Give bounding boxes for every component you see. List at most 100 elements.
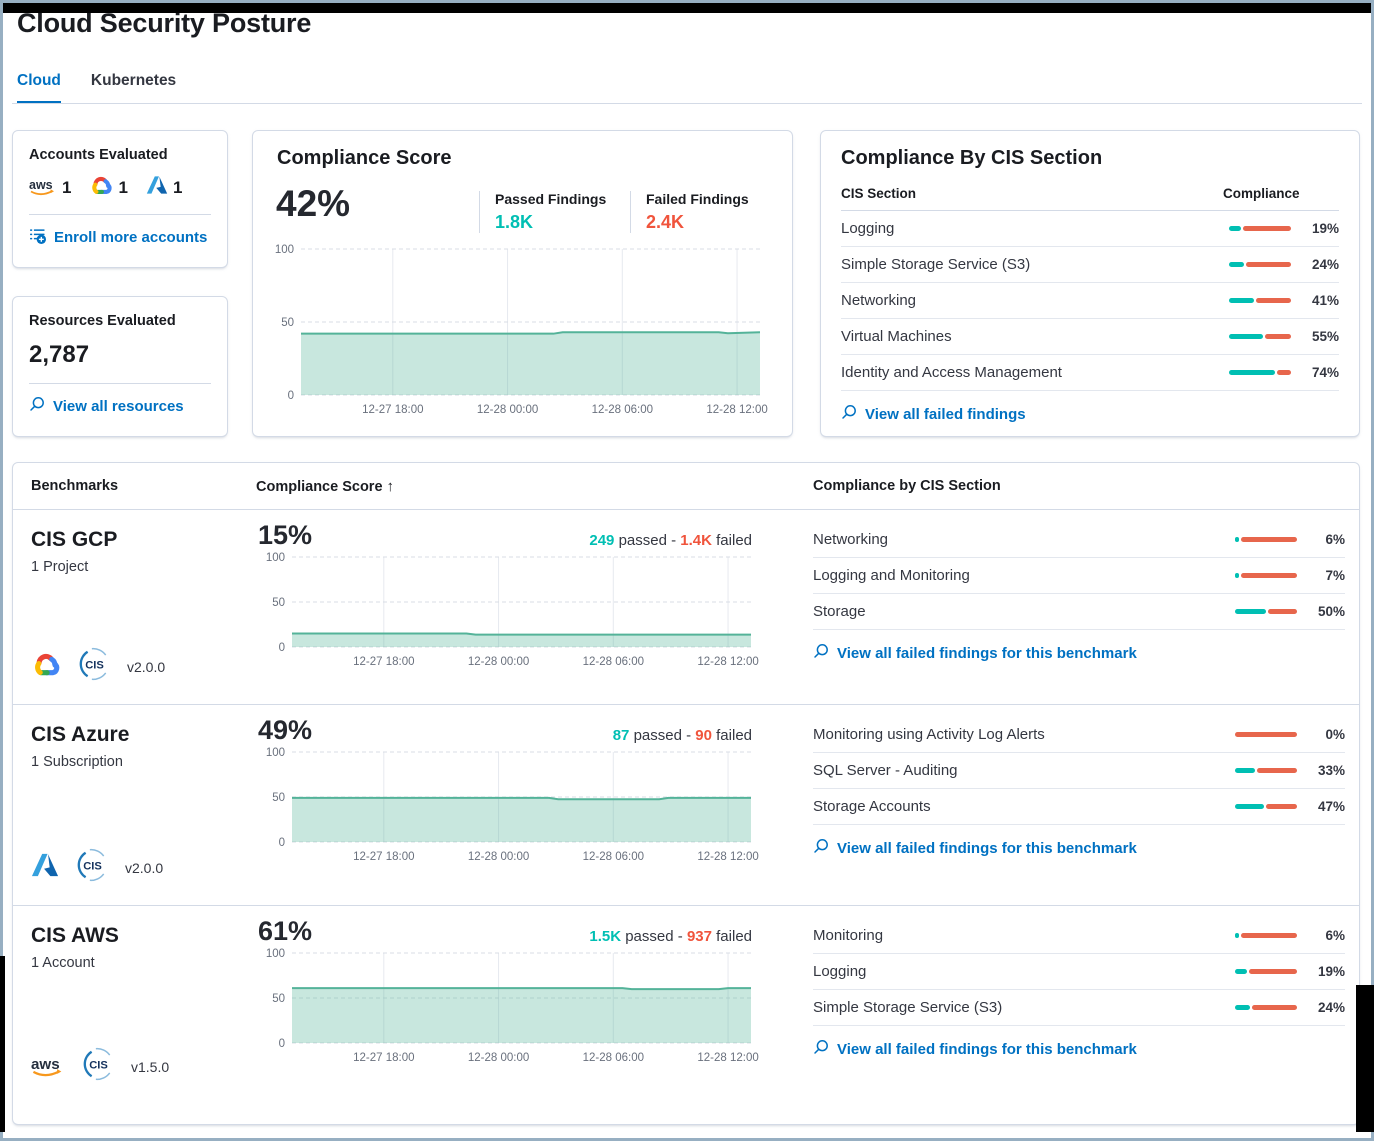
view-all-resources-link[interactable]: View all resources (29, 396, 211, 416)
failed-count[interactable]: 90 (695, 727, 712, 744)
compliance-percent: 19% (1317, 964, 1345, 979)
view-failed-findings-benchmark-link[interactable]: View all failed findings for this benchm… (813, 838, 1345, 858)
resources-evaluated-card: Resources Evaluated 2,787 View all resou… (12, 296, 228, 437)
benchmark-score: 61% (258, 916, 313, 946)
cis-row-virtual-machines[interactable]: Virtual Machines 55% (841, 319, 1339, 355)
benchmarks-table-header: Benchmarks Compliance Score ↑ Compliance … (13, 463, 1359, 510)
azure-count: 1 (172, 177, 183, 197)
svg-text:12-28 06:00: 12-28 06:00 (583, 851, 644, 863)
compliance-score-column-header[interactable]: Compliance Score ↑ (256, 477, 395, 495)
cis-row-logging[interactable]: Logging 19% (841, 211, 1339, 247)
svg-text:CIS: CIS (83, 860, 102, 872)
benchmark-name: CIS GCP (31, 528, 118, 551)
search-icon (29, 396, 45, 416)
compliance-bar (1229, 334, 1291, 339)
tab-kubernetes[interactable]: Kubernetes (90, 72, 177, 89)
benchmark-section-row[interactable]: Storage Accounts 47% (813, 789, 1345, 825)
view-all-resources-label: View all resources (53, 397, 184, 415)
benchmark-section-row[interactable]: Simple Storage Service (S3) 24% (813, 990, 1345, 1026)
cis-section-name: Simple Storage Service (S3) (841, 256, 1031, 273)
benchmark-section-row[interactable]: Monitoring 6% (813, 918, 1345, 954)
benchmark-section-row[interactable]: Networking 6% (813, 522, 1345, 558)
benchmark-section-row[interactable]: Logging 19% (813, 954, 1345, 990)
compliance-bar (1229, 298, 1291, 303)
compliance-by-cis-column-header: Compliance by CIS Section (813, 478, 1001, 494)
enroll-more-accounts-label: Enroll more accounts (54, 229, 208, 246)
svg-text:0: 0 (279, 837, 285, 849)
compliance-bar (1235, 933, 1297, 938)
cis-benchmark-icon: CIS (75, 848, 109, 887)
benchmark-trend-chart: 12-27 18:00 12-28 00:00 12-28 06:00 12-28 1… (266, 948, 759, 1064)
passed-count[interactable]: 1.5K (589, 928, 622, 945)
section-name: Storage (813, 603, 866, 620)
cis-row-s3[interactable]: Simple Storage Service (S3) 24% (841, 247, 1339, 283)
view-failed-findings-benchmark-link[interactable]: View all failed findings for this benchm… (813, 643, 1345, 663)
compliance-bar (1235, 537, 1297, 542)
compliance-by-cis-section-card: Compliance By CIS Section CIS Section Co… (820, 130, 1360, 437)
passed-count[interactable]: 249 (589, 532, 615, 549)
benchmark-row-cis-aws: CIS AWS 1 Account aws (13, 906, 1359, 1104)
benchmark-section-row[interactable]: Logging and Monitoring 7% (813, 558, 1345, 594)
svg-text:50: 50 (281, 317, 294, 329)
svg-text:0: 0 (288, 390, 294, 402)
benchmark-section-row[interactable]: Storage 50% (813, 594, 1345, 630)
divider (29, 383, 211, 384)
view-failed-findings-benchmark-label: View all failed findings for this benchm… (837, 839, 1137, 857)
svg-text:aws: aws (31, 1055, 60, 1072)
failed-count[interactable]: 1.4K (680, 532, 712, 549)
benchmark-passed-failed: 249 passed - 1.4K failed (589, 532, 752, 549)
benchmark-trend-chart: 12-27 18:00 12-28 00:00 12-28 06:00 12-28 1… (266, 552, 759, 668)
cis-section-name: Networking (841, 292, 917, 309)
benchmark-section-row[interactable]: Monitoring using Activity Log Alerts 0% (813, 717, 1345, 753)
benchmark-section-row[interactable]: SQL Server - Auditing 33% (813, 753, 1345, 789)
list-add-icon (29, 227, 46, 248)
section-name: Simple Storage Service (S3) (813, 999, 1003, 1016)
benchmark-score: 49% (258, 715, 313, 745)
view-failed-findings-benchmark-link[interactable]: View all failed findings for this benchm… (813, 1039, 1345, 1059)
svg-text:12-27 18:00: 12-27 18:00 (362, 404, 423, 416)
cis-table-header: CIS Section Compliance (841, 186, 1339, 211)
cis-row-networking[interactable]: Networking 41% (841, 283, 1339, 319)
compliance-bar (1235, 609, 1297, 614)
letterbox-right (1356, 985, 1374, 1132)
resources-count: 2,787 (29, 341, 90, 368)
cis-row-iam[interactable]: Identity and Access Management 74% (841, 355, 1339, 391)
failed-findings-value[interactable]: 2.4K (646, 212, 685, 232)
page-title: Cloud Security Posture (17, 8, 312, 38)
svg-text:12-28 12:00: 12-28 12:00 (706, 404, 767, 416)
search-icon (813, 838, 829, 858)
benchmark-row-cis-gcp: CIS GCP 1 Project (13, 510, 1359, 705)
compliance-bar (1229, 262, 1291, 267)
azure-account-count: 1 (146, 175, 182, 200)
gcp-icon (31, 652, 61, 681)
azure-icon (31, 852, 59, 883)
compliance-score-value: 42% (276, 183, 351, 224)
compliance-percent: 74% (1311, 365, 1339, 380)
svg-text:12-28 12:00: 12-28 12:00 (697, 656, 758, 668)
svg-text:12-28 00:00: 12-28 00:00 (468, 851, 529, 863)
enroll-more-accounts-link[interactable]: Enroll more accounts (29, 227, 211, 248)
compliance-bar (1235, 768, 1297, 773)
benchmark-passed-failed: 87 passed - 90 failed (612, 727, 752, 744)
tab-cloud[interactable]: Cloud (17, 72, 61, 103)
letterbox-left (0, 956, 5, 1132)
letterbox-bottom (0, 0, 1374, 13)
svg-text:12-27 18:00: 12-27 18:00 (353, 1052, 414, 1064)
compliance-bar (1235, 573, 1297, 578)
benchmarks-table-card: Benchmarks Compliance Score ↑ Compliance … (12, 462, 1360, 1125)
provider-counts: aws 1 (29, 175, 211, 200)
svg-text:12-27 18:00: 12-27 18:00 (353, 656, 414, 668)
passed-findings-label: Passed Findings (495, 191, 607, 207)
passed-findings-value[interactable]: 1.8K (495, 212, 534, 232)
compliance-bar (1229, 370, 1291, 375)
accounts-evaluated-title: Accounts Evaluated (29, 147, 168, 163)
benchmark-version: v2.0.0 (127, 658, 166, 675)
gcp-count: 1 (118, 177, 128, 197)
passed-count[interactable]: 87 (612, 727, 630, 744)
svg-text:12-28 06:00: 12-28 06:00 (592, 404, 653, 416)
view-all-failed-findings-link[interactable]: View all failed findings (841, 404, 1339, 424)
failed-count[interactable]: 937 (686, 928, 712, 945)
findings-stats: Passed Findings 1.8K Failed Findings 2.4… (479, 191, 781, 233)
svg-text:aws: aws (29, 178, 53, 192)
compliance-score-title: Compliance Score (277, 147, 452, 169)
